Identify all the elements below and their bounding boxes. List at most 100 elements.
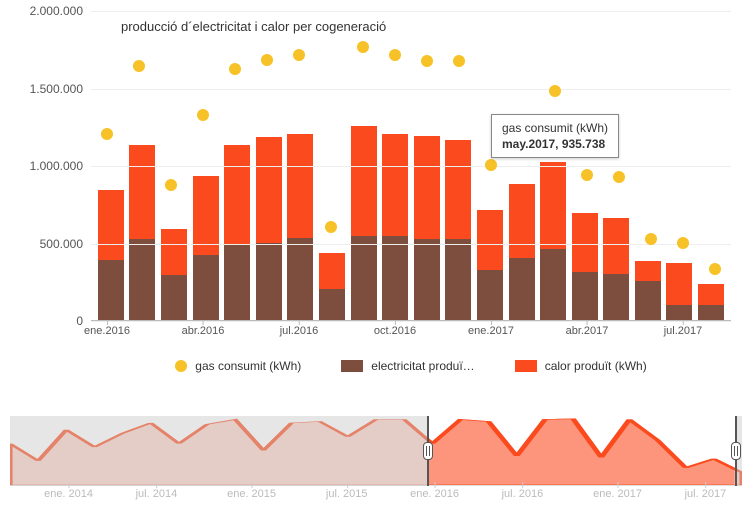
bar-group[interactable] (477, 210, 503, 320)
bar-cal[interactable] (477, 210, 503, 270)
gas-dot[interactable] (645, 233, 657, 245)
bar-cal[interactable] (161, 229, 187, 276)
bar-group[interactable] (635, 261, 661, 320)
bar-elec[interactable] (698, 305, 724, 321)
bar-cal[interactable] (603, 218, 629, 274)
gas-dot[interactable] (485, 159, 497, 171)
bar-group[interactable] (445, 140, 471, 320)
bar-group[interactable] (129, 145, 155, 320)
gas-dot[interactable] (453, 55, 465, 67)
bar-elec[interactable] (98, 260, 124, 320)
gas-dot[interactable] (325, 221, 337, 233)
legend-dot-icon (175, 360, 187, 372)
bar-elec[interactable] (351, 236, 377, 320)
bar-group[interactable] (256, 137, 282, 320)
bar-cal[interactable] (414, 136, 440, 240)
bar-group[interactable] (698, 284, 724, 320)
gas-dot[interactable] (677, 237, 689, 249)
legend-item-elec[interactable]: electricitat produï… (341, 359, 474, 373)
overview-chart[interactable]: ene. 2014jul. 2014ene. 2015jul. 2015ene.… (0, 410, 752, 510)
bar-cal[interactable] (509, 184, 535, 258)
handle-grip-icon[interactable] (423, 442, 433, 460)
y-tick-label: 1.500.000 (3, 82, 83, 96)
bar-group[interactable] (572, 213, 598, 320)
bar-group[interactable] (603, 218, 629, 320)
bar-group[interactable] (666, 263, 692, 320)
bar-elec[interactable] (287, 238, 313, 320)
bar-elec[interactable] (224, 244, 250, 320)
bar-elec[interactable] (382, 236, 408, 320)
bar-cal[interactable] (382, 134, 408, 236)
bar-elec[interactable] (161, 275, 187, 320)
x-tick-label: ene.2017 (468, 325, 514, 337)
bar-cal[interactable] (319, 253, 345, 289)
bar-group[interactable] (98, 190, 124, 320)
bar-group[interactable] (540, 162, 566, 320)
bar-elec[interactable] (572, 272, 598, 320)
bar-cal[interactable] (287, 134, 313, 238)
bar-elec[interactable] (666, 305, 692, 321)
bar-elec[interactable] (445, 239, 471, 320)
bar-elec[interactable] (635, 281, 661, 320)
bar-group[interactable] (351, 126, 377, 320)
bar-elec[interactable] (256, 243, 282, 321)
bar-elec[interactable] (193, 255, 219, 320)
legend-item-cal[interactable]: calor produït (kWh) (515, 359, 647, 373)
bar-group[interactable] (509, 184, 535, 320)
bar-group[interactable] (287, 134, 313, 320)
bar-elec[interactable] (477, 270, 503, 320)
bar-cal[interactable] (98, 190, 124, 260)
gas-dot[interactable] (709, 263, 721, 275)
overview-x-axis: ene. 2014jul. 2014ene. 2015jul. 2015ene.… (10, 488, 742, 506)
x-tick-label: oct.2016 (374, 325, 416, 337)
gas-dot[interactable] (165, 179, 177, 191)
bar-group[interactable] (193, 176, 219, 320)
x-tick-label: jul.2016 (280, 325, 319, 337)
bar-cal[interactable] (666, 263, 692, 305)
legend-square-icon (515, 360, 537, 372)
range-handle-left[interactable] (427, 416, 429, 486)
range-handle-right[interactable] (735, 416, 737, 486)
bar-cal[interactable] (635, 261, 661, 281)
bar-cal[interactable] (129, 145, 155, 240)
gas-dot[interactable] (133, 60, 145, 72)
bar-group[interactable] (224, 145, 250, 320)
bar-group[interactable] (161, 229, 187, 320)
bar-cal[interactable] (445, 140, 471, 239)
tooltip: gas consumit (kWh) may.2017, 935.738 (491, 114, 619, 158)
legend-item-gas[interactable]: gas consumit (kWh) (175, 359, 301, 373)
handle-grip-icon[interactable] (731, 442, 741, 460)
gas-dot[interactable] (261, 54, 273, 66)
bar-cal[interactable] (698, 284, 724, 304)
bar-group[interactable] (319, 253, 345, 320)
bar-cal[interactable] (540, 162, 566, 249)
bar-elec[interactable] (603, 274, 629, 321)
gas-dot[interactable] (197, 109, 209, 121)
gas-dot[interactable] (293, 49, 305, 61)
gas-dot[interactable] (357, 41, 369, 53)
bar-cal[interactable] (256, 137, 282, 242)
gas-dot[interactable] (549, 85, 561, 97)
gas-dot[interactable] (581, 169, 593, 181)
bar-cal[interactable] (351, 126, 377, 236)
gas-dot[interactable] (101, 128, 113, 140)
bar-cal[interactable] (572, 213, 598, 272)
y-axis: 0500.0001.000.0001.500.0002.000.000 (1, 1, 91, 341)
gas-dot[interactable] (229, 63, 241, 75)
overview-x-label: jul. 2015 (326, 488, 368, 500)
y-tick-label: 0 (3, 314, 83, 328)
x-tick-label: abr.2016 (182, 325, 225, 337)
bar-elec[interactable] (414, 239, 440, 320)
bar-elec[interactable] (540, 249, 566, 320)
overview-plot[interactable] (10, 416, 742, 486)
bar-group[interactable] (382, 134, 408, 320)
bar-elec[interactable] (509, 258, 535, 320)
gas-dot[interactable] (613, 171, 625, 183)
bar-elec[interactable] (129, 239, 155, 320)
bar-elec[interactable] (319, 289, 345, 320)
gas-dot[interactable] (421, 55, 433, 67)
bar-group[interactable] (414, 136, 440, 320)
legend-label: electricitat produï… (371, 359, 474, 373)
bar-cal[interactable] (224, 145, 250, 244)
gas-dot[interactable] (389, 49, 401, 61)
